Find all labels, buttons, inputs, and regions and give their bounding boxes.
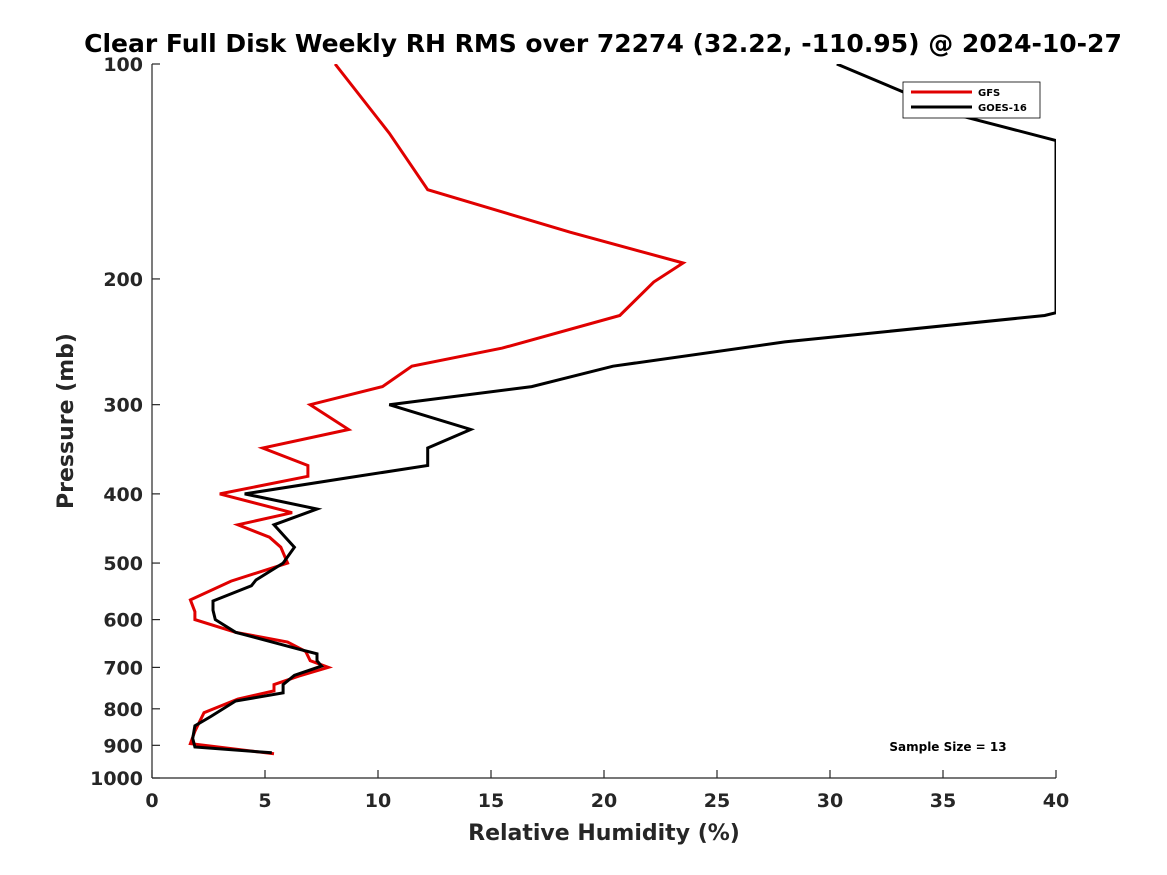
chart-title: Clear Full Disk Weekly RH RMS over 72274…: [84, 29, 1122, 58]
x-axis-label: Relative Humidity (%): [468, 821, 740, 846]
x-tick-label: 5: [258, 790, 271, 812]
sample-size-annotation: Sample Size = 13: [889, 740, 1006, 754]
y-tick-label: 500: [103, 553, 143, 575]
series-line-goes-16: [191, 64, 1056, 755]
series-layer: [188, 64, 1056, 756]
legend-box: [902, 81, 1041, 119]
x-tick-label: 35: [930, 790, 956, 812]
y-tick-label: 1000: [90, 768, 143, 790]
legend-label: GFS: [978, 88, 1000, 99]
x-tick-label: 40: [1043, 790, 1069, 812]
x-tick-label: 10: [365, 790, 391, 812]
y-tick-label: 900: [103, 735, 143, 757]
y-tick-label: 200: [103, 269, 143, 291]
y-tick-label: 300: [103, 395, 143, 417]
legend: GFS GOES-16: [902, 81, 1041, 119]
x-tick-label: 15: [478, 790, 504, 812]
y-tick-label: 400: [103, 484, 143, 506]
y-axis-label: Pressure (mb): [54, 333, 79, 509]
plot-area: [152, 64, 1056, 778]
x-ticks: 0 5 10 15 20 25 30 35 40: [145, 770, 1069, 812]
x-tick-label: 30: [817, 790, 843, 812]
y-tick-label: 800: [103, 699, 143, 721]
series-line-gfs: [188, 64, 687, 756]
x-tick-label: 20: [591, 790, 617, 812]
y-tick-label: 600: [103, 610, 143, 632]
legend-label: GOES-16: [978, 103, 1027, 114]
x-tick-label: 25: [704, 790, 730, 812]
x-tick-label: 0: [145, 790, 158, 812]
y-tick-label: 100: [103, 54, 143, 76]
y-ticks: 100 200 300 400 500 600 700 800 900 1000: [90, 54, 160, 790]
y-tick-label: 700: [103, 657, 143, 679]
